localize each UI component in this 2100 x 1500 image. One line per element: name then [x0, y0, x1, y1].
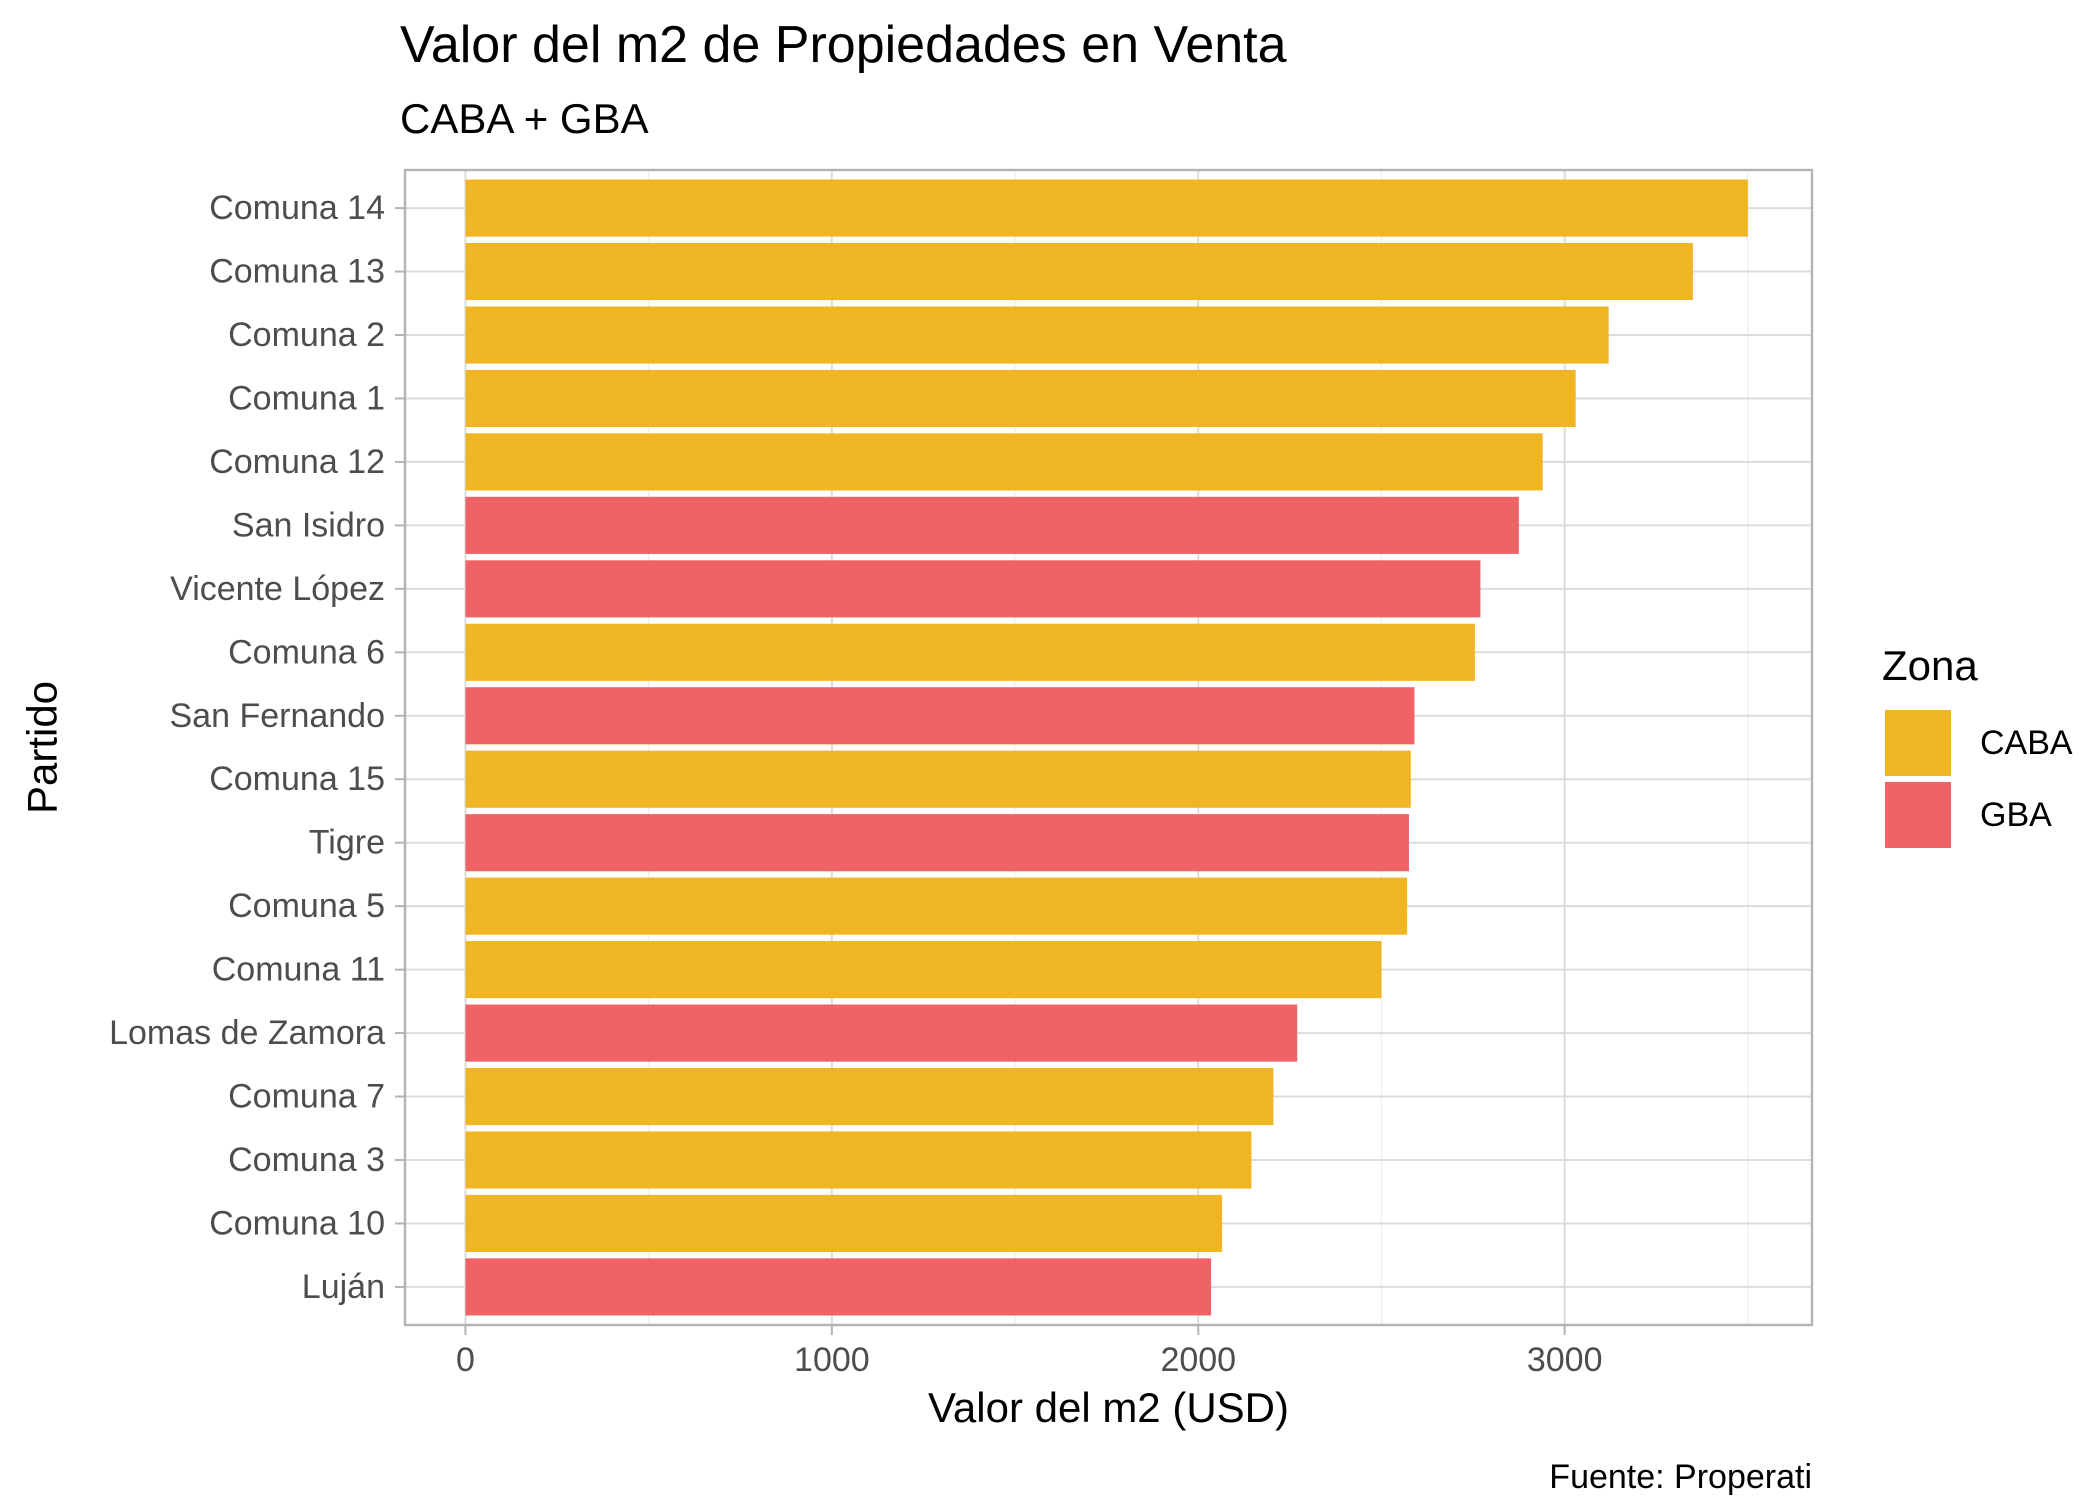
x-tick-label: 2000 [1160, 1341, 1236, 1379]
bar-comuna-13 [465, 242, 1693, 301]
y-tick-label: Comuna 5 [228, 887, 385, 925]
y-tick-label: San Fernando [170, 697, 386, 735]
bar-comuna-2 [465, 306, 1609, 364]
y-tick-label: Comuna 10 [209, 1204, 385, 1242]
y-tick-label: Comuna 6 [228, 633, 385, 671]
y-tick-label: Comuna 14 [209, 189, 385, 227]
y-tick-label: Comuna 15 [209, 760, 385, 798]
y-tick-label: Comuna 13 [209, 253, 385, 291]
bar-san-fernando [465, 687, 1415, 745]
y-tick-label: Comuna 1 [228, 379, 385, 417]
chart-caption: Fuente: Properati [1549, 1458, 1812, 1496]
bar-comuna-6 [465, 623, 1475, 681]
plot-area [403, 168, 1814, 1327]
bar-luj-n [465, 1258, 1212, 1316]
x-tick-label: 3000 [1527, 1341, 1603, 1379]
bar-tigre [465, 814, 1409, 872]
y-tick-label: Comuna 11 [212, 951, 385, 989]
bar-comuna-14 [465, 179, 1748, 237]
legend-label-caba: CABA [1980, 724, 2073, 762]
bar-comuna-1 [465, 369, 1576, 428]
y-axis: Comuna 14 Comuna 13 Comuna 2 Comuna 1 Comuna… [109, 189, 405, 1306]
x-tick-label: 0 [456, 1341, 475, 1379]
bar-comuna-3 [465, 1131, 1252, 1189]
bar-vicente-l-pez [465, 560, 1481, 618]
y-tick-label: San Isidro [232, 506, 385, 544]
legend: Zona CABA GBA [1882, 642, 2073, 848]
bar-comuna-10 [465, 1194, 1223, 1253]
x-tick-label: 1000 [794, 1341, 870, 1379]
legend-key-caba [1885, 710, 1951, 776]
y-tick-label: Comuna 7 [228, 1078, 385, 1116]
x-axis-title: Valor del m2 (USD) [928, 1384, 1289, 1431]
bar-comuna-15 [465, 750, 1411, 808]
x-axis: 0 1000 2000 3000 [456, 1325, 1603, 1379]
legend-key-gba [1885, 782, 1951, 848]
y-tick-label: Comuna 2 [228, 316, 385, 354]
chart-subtitle: CABA + GBA [400, 95, 649, 142]
bar-san-isidro [465, 496, 1519, 554]
y-tick-label: Comuna 3 [228, 1141, 385, 1179]
legend-title: Zona [1882, 642, 1978, 689]
bar-lomas-de-zamora [465, 1004, 1298, 1062]
y-tick-label: Luján [302, 1268, 385, 1306]
bar-comuna-11 [465, 941, 1382, 999]
y-tick-label: Tigre [309, 824, 385, 862]
y-axis-title: Partido [19, 681, 66, 814]
y-tick-label: Comuna 12 [209, 443, 385, 481]
bar-comuna-7 [465, 1067, 1274, 1126]
plot-border [403, 168, 1814, 1327]
y-tick-label: Lomas de Zamora [109, 1014, 385, 1052]
legend-label-gba: GBA [1980, 796, 2052, 834]
bar-comuna-12 [465, 433, 1543, 491]
y-tick-label: Vicente López [170, 570, 385, 608]
bar-comuna-5 [465, 877, 1408, 935]
chart-title: Valor del m2 de Propiedades en Venta [400, 16, 1287, 74]
bars [465, 179, 1748, 1316]
